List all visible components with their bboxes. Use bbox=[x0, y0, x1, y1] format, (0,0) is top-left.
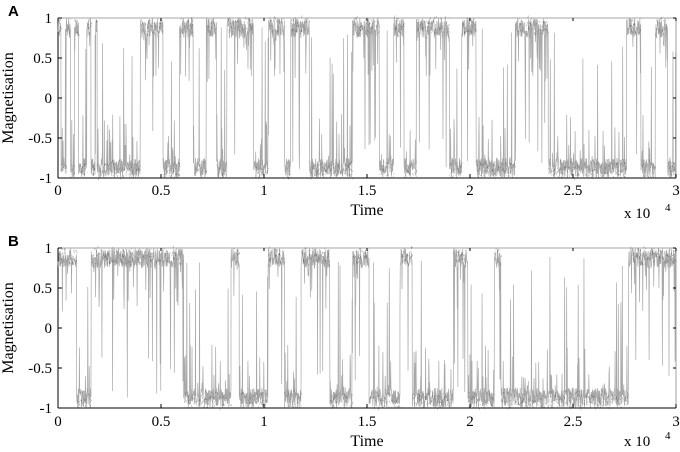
y-tick-label: 0 bbox=[45, 321, 53, 337]
magnetisation-series-detail bbox=[58, 245, 677, 411]
x-tick-label: 0.5 bbox=[152, 414, 171, 430]
x-tick-label: 2 bbox=[466, 183, 474, 199]
x-tick-label: 1 bbox=[260, 414, 268, 430]
x-tick-label: 1 bbox=[260, 183, 268, 199]
x-tick-label: 2.5 bbox=[564, 414, 583, 430]
y-tick-label: 1 bbox=[45, 241, 53, 257]
x-exponent-power: 4 bbox=[665, 430, 671, 442]
chart-panel-a: A 0 0.5 1 1.5 2 2.5 3 1 0.5 0 -0.5 -1 Time Magnetisati… bbox=[0, 3, 680, 222]
x-exponent-power: 4 bbox=[665, 202, 671, 214]
x-exponent-label: x 10 bbox=[624, 206, 650, 222]
x-tick-label: 3 bbox=[672, 183, 680, 199]
y-tick-label: 0.5 bbox=[33, 281, 52, 297]
x-tick-label: 0 bbox=[54, 183, 62, 199]
magnetisation-series-detail bbox=[58, 15, 676, 181]
y-tick-label: 1 bbox=[45, 11, 53, 27]
chart-panel-b: B 0 0.5 1 1.5 2 2.5 3 1 0.5 0 -0.5 -1 Time Magnetisati… bbox=[0, 233, 680, 450]
x-axis-title: Time bbox=[350, 433, 383, 450]
x-exponent-label: x 10 bbox=[624, 434, 650, 450]
panel-label: B bbox=[8, 233, 19, 250]
x-tick-label: 0.5 bbox=[152, 183, 171, 199]
y-tick-label: 0.5 bbox=[33, 51, 52, 67]
x-tick-label: 2.5 bbox=[564, 183, 583, 199]
y-tick-label: -0.5 bbox=[28, 361, 52, 377]
y-tick-label: -1 bbox=[40, 401, 53, 417]
magnetisation-series-line bbox=[57, 247, 677, 409]
y-axis-title: Magnetisation bbox=[0, 282, 17, 374]
magnetisation-series-line bbox=[57, 17, 677, 179]
x-tick-label: 1.5 bbox=[358, 414, 377, 430]
y-tick-label: -1 bbox=[40, 171, 53, 187]
x-tick-label: 0 bbox=[54, 414, 62, 430]
x-tick-label: 1.5 bbox=[358, 183, 377, 199]
panel-label: A bbox=[8, 3, 19, 20]
y-axis-title: Magnetisation bbox=[0, 52, 17, 144]
x-tick-label: 3 bbox=[672, 414, 680, 430]
y-tick-label: 0 bbox=[45, 91, 53, 107]
y-tick-label: -0.5 bbox=[28, 131, 52, 147]
x-axis-title: Time bbox=[350, 202, 383, 219]
x-tick-label: 2 bbox=[466, 414, 474, 430]
